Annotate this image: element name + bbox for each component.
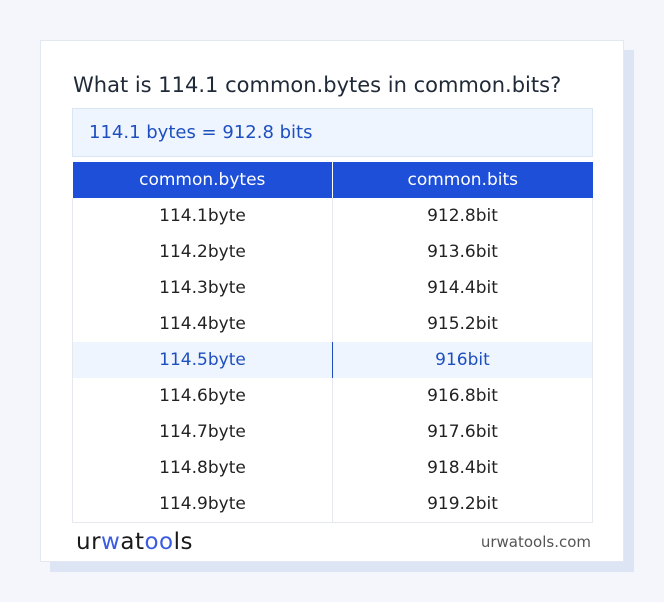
- site-link[interactable]: urwatools.com: [480, 533, 591, 551]
- bytes-cell: 114.8byte: [72, 450, 333, 486]
- bytes-cell: 114.5byte: [72, 342, 333, 378]
- bits-cell: 916.8bit: [332, 378, 593, 414]
- bits-cell: 914.4bit: [332, 270, 593, 306]
- column-header-bytes: common.bytes: [72, 162, 333, 198]
- table-row: 114.7byte 917.6bit: [72, 414, 593, 450]
- bytes-cell: 114.3byte: [72, 270, 333, 306]
- converter-card: What is 114.1 common.bytes in common.bit…: [40, 40, 624, 562]
- column-header-bits: common.bits: [332, 162, 593, 198]
- page-title: What is 114.1 common.bytes in common.bit…: [73, 73, 562, 97]
- bytes-cell: 114.6byte: [72, 378, 333, 414]
- table-row: 114.4byte 915.2bit: [72, 306, 593, 342]
- bits-cell: 919.2bit: [332, 486, 593, 523]
- bits-cell: 918.4bit: [332, 450, 593, 486]
- bits-cell: 917.6bit: [332, 414, 593, 450]
- table-row: 114.3byte 914.4bit: [72, 270, 593, 306]
- bits-cell: 913.6bit: [332, 234, 593, 270]
- table-row: 114.6byte 916.8bit: [72, 378, 593, 414]
- bytes-cell: 114.2byte: [72, 234, 333, 270]
- table-row: 114.2byte 913.6bit: [72, 234, 593, 270]
- bits-cell: 916bit: [332, 342, 593, 378]
- bits-cell: 915.2bit: [332, 306, 593, 342]
- bytes-cell: 114.4byte: [72, 306, 333, 342]
- conversion-table: common.bytes common.bits 114.1byte 912.8b…: [72, 162, 593, 523]
- table-row: 114.1byte 912.8bit: [72, 198, 593, 234]
- bytes-cell: 114.7byte: [72, 414, 333, 450]
- bytes-cell: 114.1byte: [72, 198, 333, 234]
- urwatools-logo[interactable]: urwatools: [76, 529, 194, 555]
- table-row: 114.8byte 918.4bit: [72, 450, 593, 486]
- table-row: 114.9byte 919.2bit: [72, 486, 593, 523]
- bytes-cell: 114.9byte: [72, 486, 333, 523]
- bits-cell: 912.8bit: [332, 198, 593, 234]
- table-row: 114.5byte 916bit: [72, 342, 593, 378]
- conversion-result: 114.1 bytes = 912.8 bits: [72, 108, 593, 157]
